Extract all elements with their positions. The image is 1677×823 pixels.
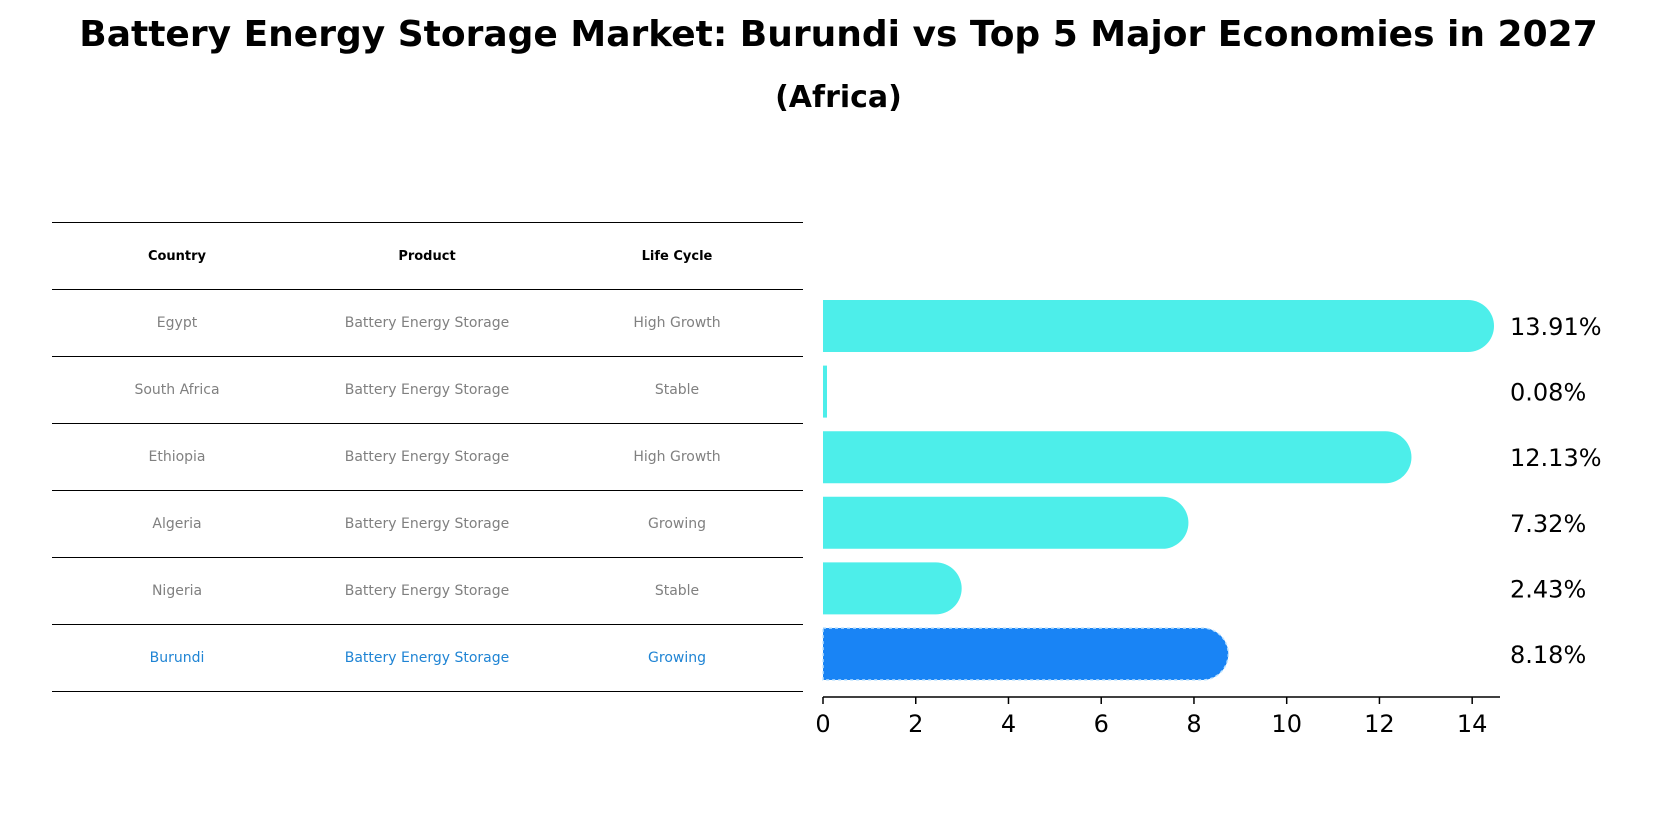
chart-subtitle: (Africa) (775, 80, 902, 115)
country-cell: Burundi (149, 650, 205, 666)
table-row: Egypt Battery Energy Storage High Growth (52, 289, 803, 356)
bar-value-label: 13.91% (1510, 313, 1602, 341)
table-row: South Africa Battery Energy Storage Stab… (52, 356, 803, 423)
data-table: Country Product Life Cycle Egypt Battery… (52, 222, 803, 692)
life-cycle-cell: Stable (654, 382, 700, 398)
x-tick-label: 0 (815, 710, 830, 738)
product-cell: Battery Energy Storage (344, 650, 510, 666)
bar (823, 431, 1412, 484)
bar (823, 365, 827, 418)
header-life-cycle: Life Cycle (641, 248, 713, 264)
bar-value-label: 12.13% (1510, 444, 1602, 472)
bar-value-label: 7.32% (1510, 510, 1586, 538)
life-cycle-cell: High Growth (633, 449, 721, 465)
x-tick-label: 2 (908, 710, 923, 738)
x-tick-label: 8 (1186, 710, 1201, 738)
x-tick-label: 14 (1457, 710, 1488, 738)
country-cell: South Africa (134, 382, 220, 398)
bar-value-label: 2.43% (1510, 575, 1586, 603)
bar-value-label: 0.08% (1510, 379, 1586, 407)
bar-value-label: 8.18% (1510, 641, 1586, 669)
bar (823, 300, 1495, 352)
header-country: Country (147, 248, 207, 264)
life-cycle-cell: Growing (648, 650, 706, 666)
country-cell: Nigeria (151, 583, 203, 599)
table-row: Ethiopia Battery Energy Storage High Gro… (52, 423, 803, 490)
table-header-row: Country Product Life Cycle (52, 222, 803, 289)
x-tick-label: 4 (1001, 710, 1016, 738)
x-tick-label: 10 (1271, 710, 1302, 738)
bar-highlight (822, 627, 1230, 681)
country-cell: Algeria (152, 516, 202, 532)
table-row-highlight: Burundi Battery Energy Storage Growing (52, 624, 803, 692)
table-row: Nigeria Battery Energy Storage Stable (52, 557, 803, 624)
product-cell: Battery Energy Storage (344, 382, 510, 398)
country-cell: Ethiopia (148, 449, 206, 465)
life-cycle-cell: Stable (654, 583, 700, 599)
chart-title: Battery Energy Storage Market: Burundi v… (79, 14, 1598, 55)
bar (823, 496, 1189, 549)
product-cell: Battery Energy Storage (344, 315, 510, 331)
header-product: Product (398, 248, 456, 264)
x-tick-label: 12 (1364, 710, 1395, 738)
product-cell: Battery Energy Storage (344, 516, 510, 532)
product-cell: Battery Energy Storage (344, 583, 510, 599)
life-cycle-cell: High Growth (633, 315, 721, 331)
x-tick-label: 6 (1094, 710, 1109, 738)
country-cell: Egypt (156, 315, 198, 331)
life-cycle-cell: Growing (648, 516, 706, 532)
table-row: Algeria Battery Energy Storage Growing (52, 490, 803, 557)
bar (823, 562, 962, 615)
product-cell: Battery Energy Storage (344, 449, 510, 465)
